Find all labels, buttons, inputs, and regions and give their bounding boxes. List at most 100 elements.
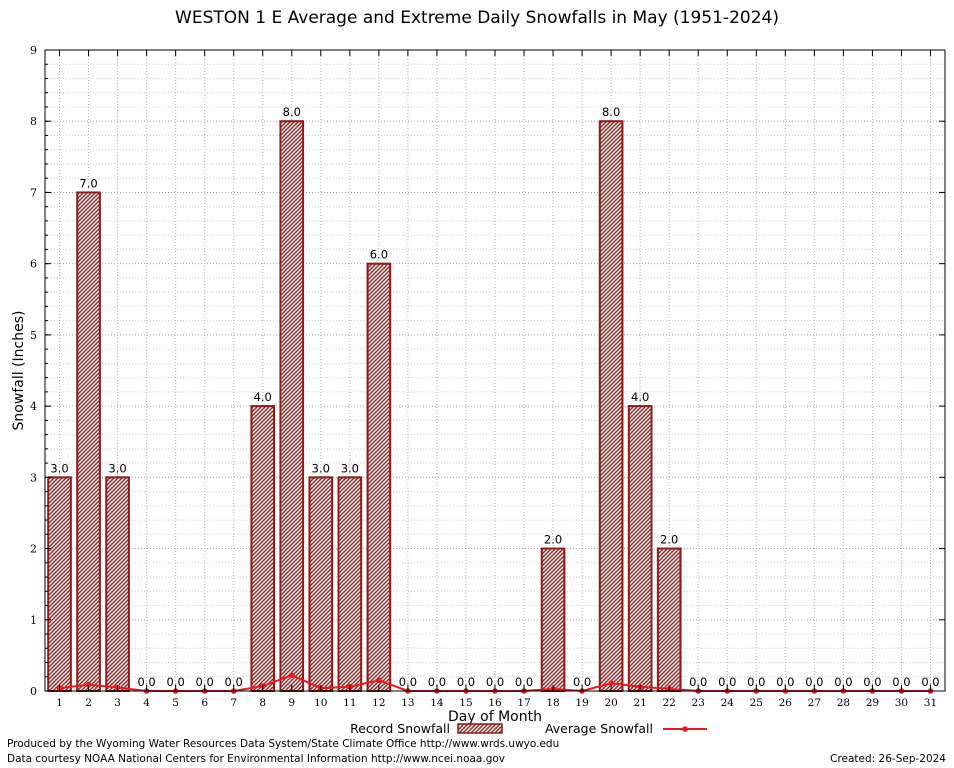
bar-value-label: 6.0 — [370, 248, 388, 262]
record-bar-day-18 — [540, 547, 566, 692]
footer-produced-by: Produced by the Wyoming Water Resources … — [7, 738, 560, 750]
average-point-day-12 — [376, 677, 382, 684]
average-point-day-20 — [608, 680, 614, 686]
legend: Record Snowfall Average Snowfall — [350, 721, 707, 736]
bar-value-label: 8.0 — [602, 105, 620, 119]
y-tick-label: 2 — [30, 543, 37, 556]
bar-value-label: 3.0 — [50, 461, 68, 475]
x-tick-label: 14 — [430, 697, 444, 709]
x-tick-label: 29 — [866, 697, 879, 709]
record-bar-day-3 — [105, 476, 130, 693]
bar-value-label: 0.0 — [747, 675, 765, 689]
x-tick-label: 5 — [172, 697, 179, 709]
record-bar-day-22 — [656, 547, 682, 692]
x-tick-label: 17 — [517, 697, 530, 709]
footer-data-courtesy: Data courtesy NOAA National Centers for … — [7, 753, 506, 765]
x-tick-label: 25 — [750, 697, 763, 709]
x-tick-label: 10 — [314, 697, 327, 709]
x-tick-label: 31 — [924, 697, 937, 709]
bar-value-label: 0.0 — [805, 675, 823, 689]
x-tick-label: 15 — [459, 697, 472, 709]
x-tick-label: 21 — [633, 697, 646, 709]
x-tick-label: 24 — [721, 697, 735, 709]
bar-value-label: 0.0 — [428, 675, 446, 689]
x-tick-label: 27 — [808, 697, 821, 709]
x-axis-title: Day of Month — [448, 709, 542, 725]
bar-value-label: 0.0 — [486, 675, 504, 689]
x-tick-label: 23 — [692, 697, 705, 709]
record-bar-day-9 — [279, 120, 305, 692]
y-tick-label: 0 — [30, 685, 37, 698]
x-tick-label: 28 — [837, 697, 850, 709]
bar-value-label: 3.0 — [108, 461, 126, 475]
y-tick-label: 9 — [30, 44, 37, 57]
x-tick-label: 19 — [575, 697, 588, 709]
bar-value-label: 0.0 — [892, 675, 910, 689]
record-bar-day-12 — [366, 262, 392, 692]
average-point-day-2 — [85, 681, 92, 688]
bar-value-label: 8.0 — [283, 105, 301, 119]
y-tick-label: 6 — [30, 258, 37, 271]
y-axis-title: Snowfall (Inches) — [11, 311, 27, 431]
x-tick-label: 22 — [663, 697, 676, 709]
record-bar-day-2 — [76, 191, 101, 692]
y-tick-label: 5 — [30, 329, 37, 342]
y-tick-label: 8 — [30, 115, 37, 128]
bar-value-label: 0.0 — [921, 675, 939, 689]
legend-record-swatch — [457, 723, 503, 734]
x-tick-label: 1 — [56, 697, 63, 709]
y-tick-label: 1 — [30, 614, 37, 627]
bar-value-label: 2.0 — [544, 533, 562, 547]
record-bar-day-8 — [250, 405, 276, 692]
x-tick-label: 13 — [401, 697, 414, 709]
y-tick-label: 7 — [30, 186, 37, 199]
x-tick-label: 12 — [372, 697, 385, 709]
record-bar-day-20 — [598, 120, 624, 692]
record-bar-day-1 — [47, 476, 72, 693]
y-tick-label: 4 — [30, 400, 37, 413]
x-tick-label: 18 — [546, 697, 559, 709]
x-tick-label: 3 — [114, 697, 121, 709]
bar-value-label: 0.0 — [863, 675, 881, 689]
record-snowfall-bars — [47, 120, 682, 693]
bar-value-label: 4.0 — [254, 390, 272, 404]
legend-average-label: Average Snowfall — [545, 721, 653, 736]
x-tick-label: 4 — [143, 697, 150, 709]
x-tick-label: 30 — [895, 697, 908, 709]
x-tick-label: 26 — [779, 697, 793, 709]
chart-title: WESTON 1 E Average and Extreme Daily Sno… — [175, 8, 779, 28]
bar-value-label: 7.0 — [79, 176, 97, 190]
legend-average-marker — [682, 726, 688, 732]
x-tick-label: 9 — [288, 697, 295, 709]
y-tick-label: 3 — [30, 471, 37, 484]
bar-value-label: 0.0 — [166, 675, 184, 689]
x-tick-label: 8 — [259, 697, 266, 709]
bar-value-label: 0.0 — [718, 675, 736, 689]
bar-value-label: 3.0 — [312, 461, 330, 475]
footer-created-date: Created: 26-Sep-2024 — [830, 753, 946, 765]
grid — [45, 49, 945, 692]
bar-value-label: 0.0 — [834, 675, 852, 689]
x-tick-label: 11 — [343, 697, 356, 709]
x-tick-label: 20 — [604, 697, 617, 709]
bar-value-label: 3.0 — [341, 461, 359, 475]
bar-value-label: 2.0 — [660, 533, 678, 547]
bar-value-label: 0.0 — [196, 675, 214, 689]
record-bar-day-10 — [308, 476, 334, 693]
legend-record-label: Record Snowfall — [350, 721, 450, 736]
bar-value-label: 0.0 — [515, 675, 533, 689]
bar-value-label: 0.0 — [457, 675, 475, 689]
bar-value-label: 0.0 — [776, 675, 794, 689]
x-tick-label: 16 — [488, 697, 502, 709]
record-bar-day-11 — [337, 476, 363, 693]
average-point-day-9 — [288, 672, 295, 679]
bar-value-label: 4.0 — [631, 390, 649, 404]
x-tick-label: 7 — [230, 697, 237, 709]
bar-value-label: 0.0 — [399, 675, 417, 689]
bar-value-label: 0.0 — [225, 675, 243, 689]
bar-value-label: 0.0 — [573, 675, 591, 689]
bar-value-label: 0.0 — [137, 675, 155, 689]
x-tick-label: 6 — [201, 697, 208, 709]
